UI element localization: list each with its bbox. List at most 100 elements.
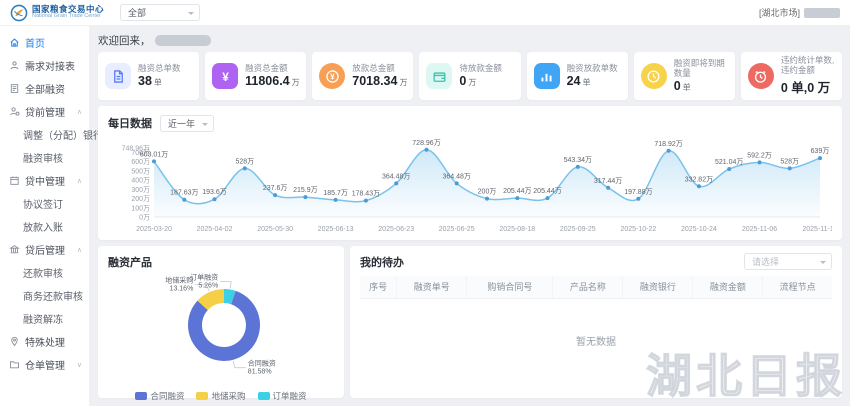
donut-legend: 合同融资 地储采购 订单融资: [108, 390, 334, 402]
date-range-select[interactable]: 近一年: [160, 114, 215, 132]
svg-text:205.44万: 205.44万: [533, 187, 561, 195]
todo-title: 我的待办: [360, 256, 404, 269]
svg-text:2025-05-30: 2025-05-30: [257, 226, 293, 233]
svg-text:100万: 100万: [131, 204, 150, 212]
todo-filter-placeholder: 请选择: [752, 257, 780, 267]
stat-card-unit: 万: [291, 78, 300, 88]
sidebar-item-demand-list[interactable]: 需求对接表: [0, 54, 89, 77]
sidebar-item-adjust-bank[interactable]: 调整（分配）银行: [0, 123, 103, 146]
svg-text:592.2万: 592.2万: [747, 151, 772, 159]
todo-column-header: 序号: [360, 276, 398, 299]
svg-text:521.04万: 521.04万: [715, 158, 743, 166]
sidebar-item-label: 首页: [25, 39, 45, 50]
alarm-clock-icon: [747, 63, 774, 89]
stat-card-1: 融资总单数 38 单: [98, 52, 200, 100]
stat-card-value: 24 单: [566, 74, 591, 89]
stat-card-unit: 万: [399, 78, 408, 88]
sidebar-item-mid-loan[interactable]: 贷中管理 ∧: [0, 169, 89, 192]
stat-card-unit: 单: [682, 83, 691, 93]
legend-label: 地储采购: [211, 391, 246, 401]
legend-item[interactable]: 订单融资: [257, 390, 307, 402]
date-range-value: 近一年: [168, 118, 196, 129]
stat-card-value: 7018.34 万: [352, 74, 408, 89]
empty-state-text: 暂无数据: [576, 337, 616, 348]
sidebar-item-label: 还款审核: [23, 269, 63, 280]
financing-product-title: 融资产品: [108, 257, 152, 269]
sidebar-item-home[interactable]: 首页: [0, 31, 89, 54]
daily-data-panel: 每日数据 近一年 0万 100万 200万 300万 400万 500万 600万 700万 7…: [98, 106, 842, 240]
sidebar-item-biz-repayment-review[interactable]: 商务还款审核: [0, 284, 89, 307]
stat-card-unit: 单: [582, 78, 591, 88]
sidebar-item-financing-review[interactable]: 融资审核: [0, 146, 89, 169]
stat-card-2: ¥ 融资总金额 11806.4 万: [205, 52, 307, 100]
svg-text:2025-06-25: 2025-06-25: [439, 226, 475, 233]
grain-trade-logo-icon: [10, 4, 28, 21]
redacted-welcome-name: [154, 34, 211, 46]
sidebar-item-warehouse-receipt[interactable]: 仓单管理 ∨: [0, 353, 89, 376]
sidebar-item-pre-loan[interactable]: 贷前管理 ∧: [0, 100, 89, 123]
chevron-down-icon: [188, 12, 195, 18]
sidebar-item-agreement-sign[interactable]: 协议签订: [0, 192, 89, 215]
clock-icon: [640, 63, 667, 89]
sidebar-item-repayment-review[interactable]: 还款审核: [0, 261, 89, 284]
chevron-up-icon: ∧: [76, 246, 82, 254]
stat-card-3: ¥ 放款总金额 7018.34 万: [312, 52, 414, 100]
sidebar-item-financing-unfreeze[interactable]: 融资解冻: [0, 307, 89, 330]
sidebar-item-label: 贷中管理: [25, 177, 65, 188]
svg-text:2025-09-25: 2025-09-25: [560, 226, 596, 233]
svg-text:193.6万: 193.6万: [202, 188, 227, 196]
svg-text:81.58%: 81.58%: [248, 369, 272, 376]
legend-swatch: [135, 392, 148, 400]
scope-select[interactable]: 全部: [120, 4, 201, 21]
svg-text:¥: ¥: [330, 72, 335, 81]
svg-text:300万: 300万: [131, 186, 150, 194]
todo-column-header: 购销合同号: [466, 276, 554, 299]
stat-card-title: 融资即将到期数量: [673, 57, 725, 78]
user-icon: [9, 60, 20, 71]
sidebar-item-label: 融资解冻: [23, 315, 63, 326]
svg-text:2025-06-13: 2025-06-13: [318, 226, 354, 233]
svg-text:5.26%: 5.26%: [198, 283, 218, 290]
sidebar-item-all-financing[interactable]: 全部融资: [0, 77, 89, 100]
sidebar: 首页 需求对接表 全部融资 贷前管理 ∧ 调整（分配）银行 融资审核 贷中管理 ∧ 协议签订 放款入…: [0, 26, 103, 406]
legend-swatch: [196, 392, 209, 400]
main-content: 欢迎回来， 融资总单数 38 单 ¥ 融资总金额 11806.4 万 ¥ 放款总金额 7018.3…: [90, 26, 850, 406]
stat-card-title: 融资总金额: [245, 62, 288, 73]
todo-filter-select[interactable]: 请选择: [744, 253, 832, 270]
svg-text:237.6万: 237.6万: [263, 184, 288, 192]
market-tag: [湖北市场]: [758, 8, 800, 18]
svg-text:200万: 200万: [478, 188, 497, 196]
todo-column-header: 融资单号: [396, 276, 468, 299]
wallet-icon: [426, 63, 453, 89]
logo: 国家粮食交易中心 National Grain Trade Center: [10, 4, 104, 22]
legend-item[interactable]: 合同融资: [135, 390, 184, 402]
sidebar-item-disbursement-entry[interactable]: 放款入账: [0, 215, 89, 238]
bar-chart-icon: [533, 63, 560, 89]
legend-item[interactable]: 地储采购: [196, 390, 246, 402]
stat-card-title: 待放款金额: [459, 62, 502, 73]
svg-text:400万: 400万: [131, 177, 150, 185]
svg-text:748.96万: 748.96万: [122, 145, 150, 153]
svg-text:2025-10-22: 2025-10-22: [620, 226, 656, 233]
svg-text:200万: 200万: [131, 195, 150, 203]
app-header: 国家粮食交易中心 National Grain Trade Center 全部 …: [0, 0, 850, 26]
stat-card-value: 0 单,0 万: [780, 80, 831, 95]
svg-text:317.44万: 317.44万: [594, 177, 622, 185]
svg-text:332.82万: 332.82万: [685, 175, 713, 183]
svg-text:187.63万: 187.63万: [170, 189, 198, 197]
sidebar-item-label: 仓单管理: [25, 361, 65, 372]
todo-column-header: 流程节点: [762, 276, 832, 299]
sidebar-item-post-loan[interactable]: 贷后管理 ∧: [0, 238, 89, 261]
daily-data-line-chart: 0万100万200万300万400万500万600万700万748.96万202…: [122, 139, 838, 233]
list-icon: [9, 83, 20, 94]
svg-text:178.43万: 178.43万: [352, 190, 380, 198]
welcome-text: 欢迎回来，: [98, 34, 151, 47]
sidebar-item-special-handling[interactable]: 特殊处理: [0, 330, 89, 353]
stat-card-5: 融资放款单数 24 单: [526, 52, 628, 100]
stat-card-7: 违约统计单数,违约金额 0 单,0 万: [740, 52, 842, 100]
logo-title: 国家粮食交易中心: [32, 4, 105, 15]
svg-text:¥: ¥: [222, 70, 229, 83]
todo-column-header: 融资金额: [692, 276, 764, 299]
